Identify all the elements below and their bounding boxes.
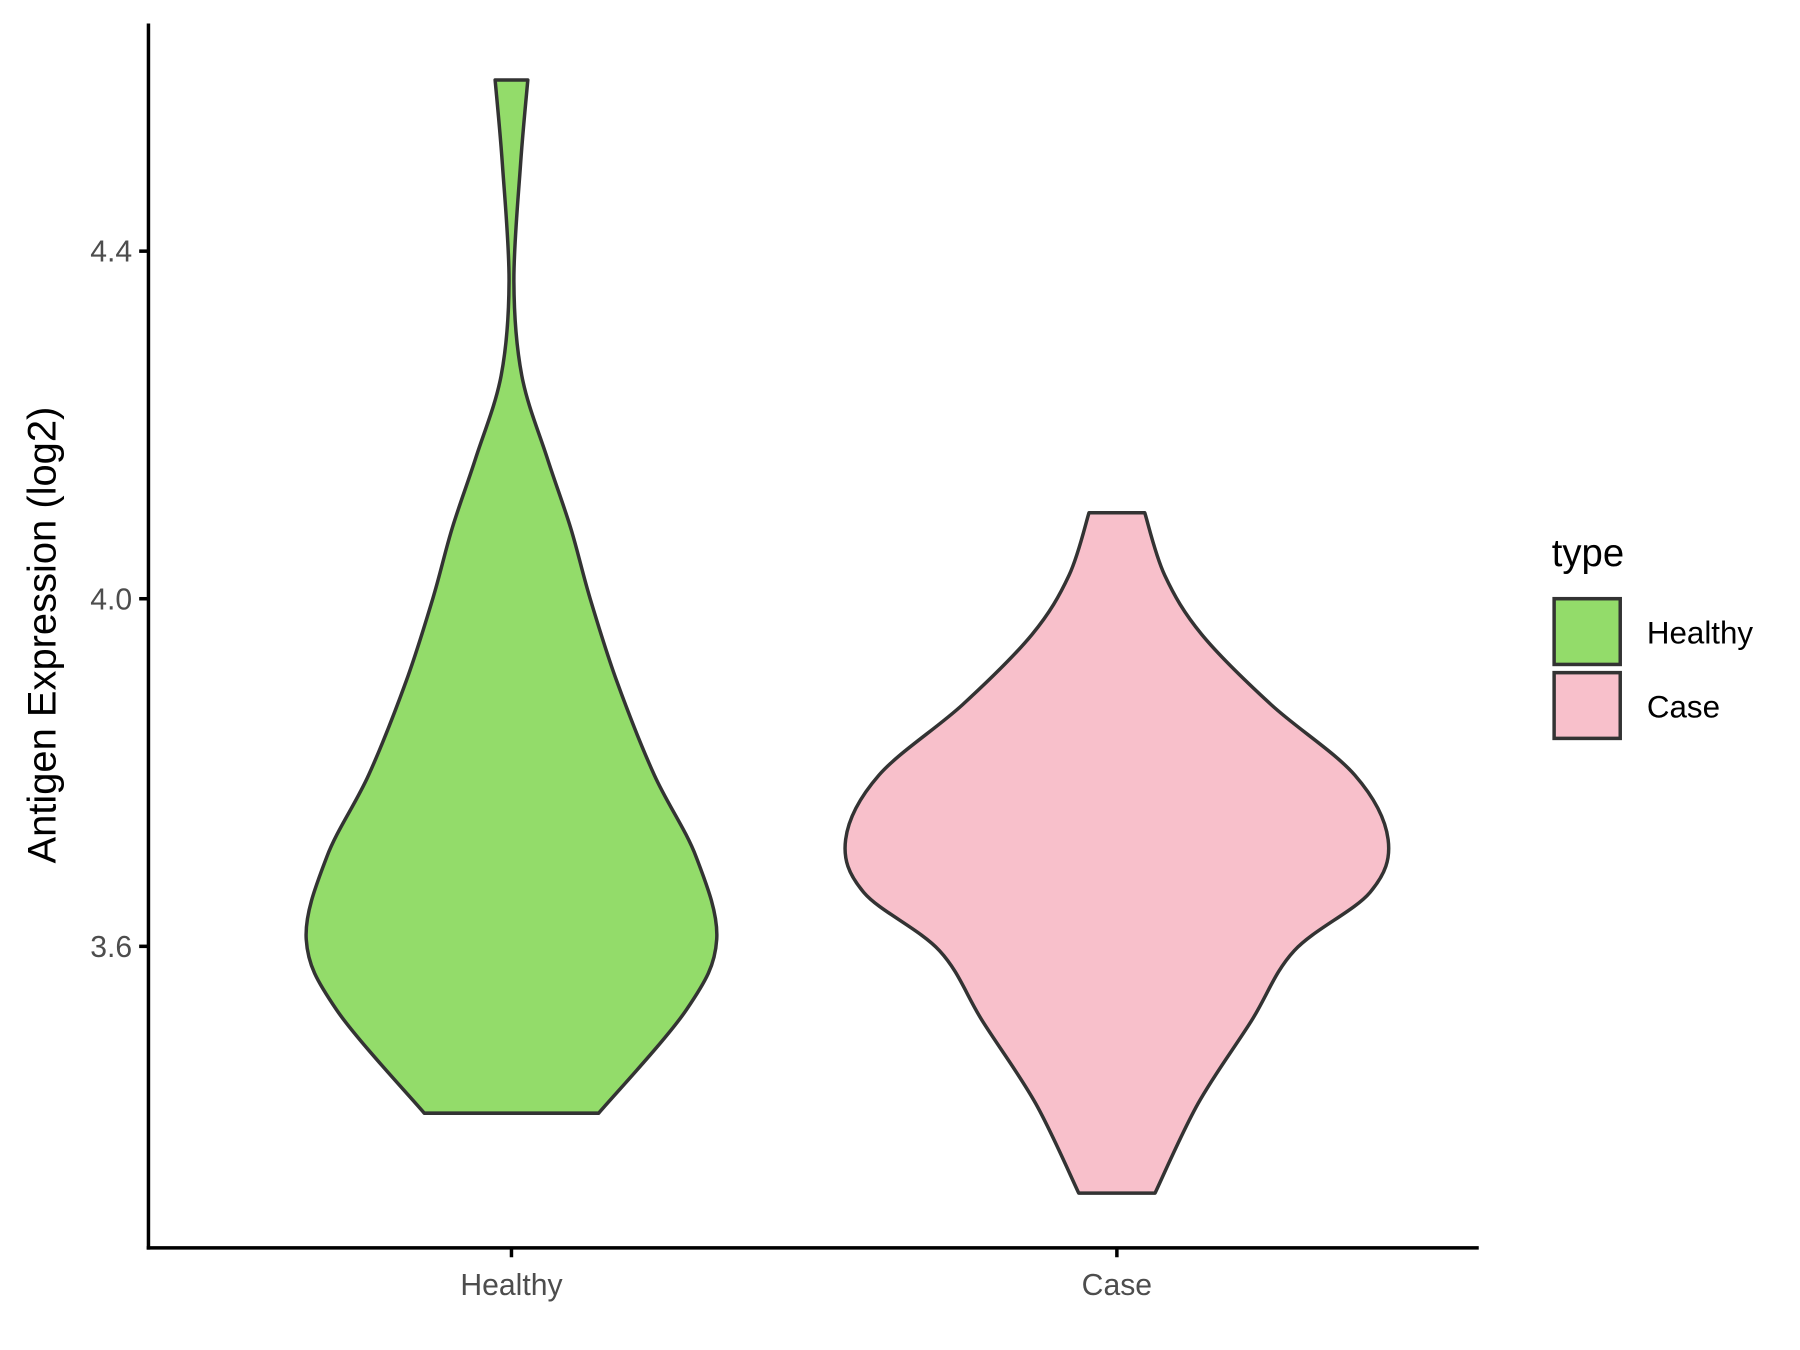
legend-title: type [1552,532,1624,575]
legend-key [1552,596,1622,667]
legend-label: Case [1647,688,1720,724]
y-axis-title: Antigen Expression (log2) [21,407,65,864]
violin [843,510,1391,1195]
legend-label: Healthy [1647,614,1753,650]
x-tick-label: Case [1082,1269,1152,1302]
legend-key [1552,670,1622,741]
violin [304,78,719,1115]
y-tick-label: 4.0 [90,583,132,616]
y-tick-label: 4.4 [90,236,132,269]
x-tick-label: Healthy [460,1269,563,1302]
y-tick-label: 3.6 [90,931,132,964]
